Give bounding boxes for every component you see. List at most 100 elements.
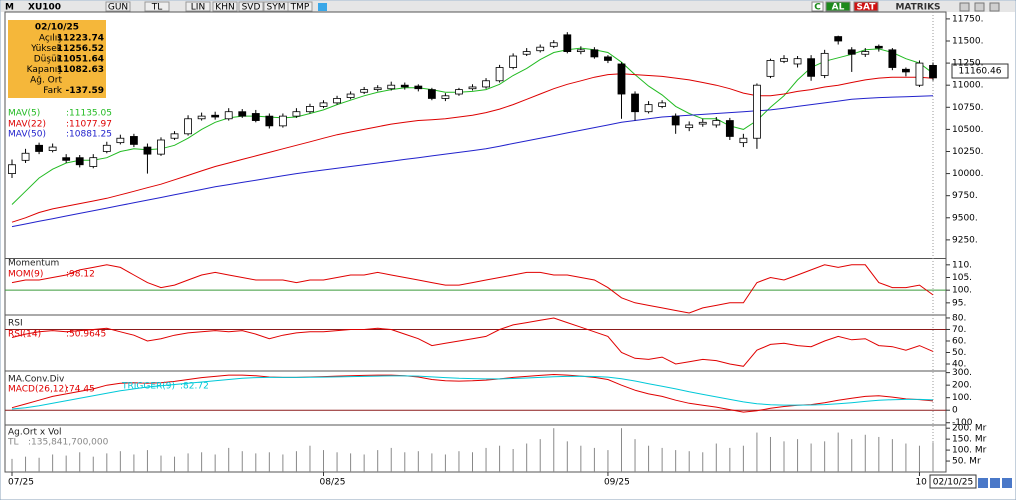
y-tick-label: 9500.: [952, 213, 978, 223]
toolbar-button[interactable]: [287, 1, 313, 12]
candle-body: [780, 58, 788, 62]
candle-body: [874, 45, 883, 49]
candle-body: [292, 111, 301, 117]
y-tick-label: 150. Mr: [952, 435, 987, 445]
twitter-icon[interactable]: [318, 3, 327, 11]
legend-value: :10881.25: [66, 130, 112, 140]
toolbar-button[interactable]: [212, 1, 238, 12]
candle-body: [644, 104, 653, 113]
legend-value: :98.12: [66, 270, 95, 280]
candle-body: [21, 152, 30, 161]
toolbar-right-label: SAT: [857, 3, 877, 13]
candle-body: [333, 98, 341, 104]
info-date: 02/10/25: [35, 23, 79, 33]
candle-body: [522, 51, 531, 55]
candle-body: [509, 55, 518, 68]
candle-body: [685, 124, 694, 129]
toolbar-button-label: KHN: [215, 3, 234, 13]
toolbar-button[interactable]: [105, 1, 131, 12]
candle-body: [373, 87, 382, 91]
series-line: [11, 264, 934, 314]
candle-body: [102, 144, 111, 152]
candle-body: [265, 115, 274, 127]
y-tick-label: 9250.: [952, 235, 978, 245]
candle-body: [793, 58, 802, 65]
legend-value: :11135.05: [66, 109, 112, 119]
toolbar-button-label: TMP: [290, 3, 310, 13]
y-tick-label: 200.: [952, 381, 972, 391]
toolbar-button-label: GUN: [108, 3, 128, 13]
toolbar-right-button[interactable]: [825, 1, 851, 12]
scroll-left[interactable]: [978, 478, 988, 488]
candle-body: [766, 60, 775, 77]
candle-body: [888, 49, 897, 68]
legend-value: :74.45: [66, 385, 95, 395]
candle-body: [197, 115, 206, 120]
window-button[interactable]: [959, 2, 970, 12]
candle-body: [712, 120, 721, 126]
scroll-right[interactable]: [990, 478, 1000, 488]
series-line: [11, 95, 934, 228]
candle-body: [902, 68, 910, 73]
y-tick-label: 10500.: [952, 125, 984, 135]
candle-body: [35, 144, 43, 152]
info-label: Fark: [43, 86, 63, 96]
legend-value: :50.9645: [66, 330, 106, 340]
candle-body: [753, 84, 761, 139]
candle-body: [617, 63, 626, 95]
y-tick-label: 110.: [952, 260, 972, 270]
legend-name: MACD(26,12): [8, 385, 68, 395]
candle-body: [441, 95, 450, 99]
cursor-date: 02/10/25: [933, 478, 973, 488]
candle-body: [576, 49, 585, 53]
candle-body: [211, 114, 220, 118]
y-tick-label: 100. Mr: [952, 446, 987, 456]
candle-body: [400, 84, 409, 88]
y-tick-label: 80.: [952, 313, 966, 323]
scroll-end[interactable]: [1002, 478, 1012, 488]
candle-body: [847, 49, 856, 55]
candle-body: [346, 93, 355, 98]
y-tick-label: 50.: [952, 348, 966, 358]
candle-body: [360, 89, 369, 93]
candle-body: [238, 111, 247, 117]
price-label-box: [951, 63, 1009, 79]
candle-body: [698, 121, 707, 125]
y-tick-label: 11500.: [952, 36, 984, 46]
toolbar-button[interactable]: [185, 1, 211, 12]
candle-body: [536, 46, 545, 52]
candle-body: [671, 115, 680, 126]
candle-body: [590, 49, 599, 58]
toolbar-right-button[interactable]: [811, 1, 824, 12]
candle-body: [468, 86, 477, 90]
candle-body: [929, 65, 937, 79]
y-tick-label: 11250.: [952, 59, 984, 69]
brand: MATRIKS: [895, 3, 940, 13]
window-button[interactable]: [989, 2, 1000, 12]
y-tick-label: 11750.: [952, 14, 984, 24]
series-line: [11, 375, 934, 410]
y-tick-label: 300.: [952, 368, 972, 378]
window-button[interactable]: [974, 2, 985, 12]
y-tick-label: 10750.: [952, 103, 984, 113]
toolbar-right-button[interactable]: [853, 1, 879, 12]
y-tick-label: 100.: [952, 286, 972, 296]
candle-body: [915, 62, 924, 86]
toolbar-button[interactable]: [238, 1, 264, 12]
y-tick-label: 9750.: [952, 191, 978, 201]
candle-body: [549, 42, 558, 47]
x-tick-label: 08/25: [320, 478, 346, 488]
candle-body: [725, 120, 734, 137]
info-value: 11082.63: [57, 65, 104, 75]
toolbar-button[interactable]: [144, 1, 170, 12]
info-box: [8, 20, 106, 98]
info-label: Açılış: [39, 34, 62, 44]
symbol-prefix: M: [5, 3, 14, 13]
candle-body: [807, 58, 816, 77]
cursor-date-box: [929, 474, 977, 489]
info-label: Ağ. Ort: [30, 76, 62, 86]
y-tick-label: 70.: [952, 325, 966, 335]
candle-body: [306, 106, 314, 113]
series-line: [11, 47, 934, 205]
panel-title: Momentum: [8, 259, 59, 269]
